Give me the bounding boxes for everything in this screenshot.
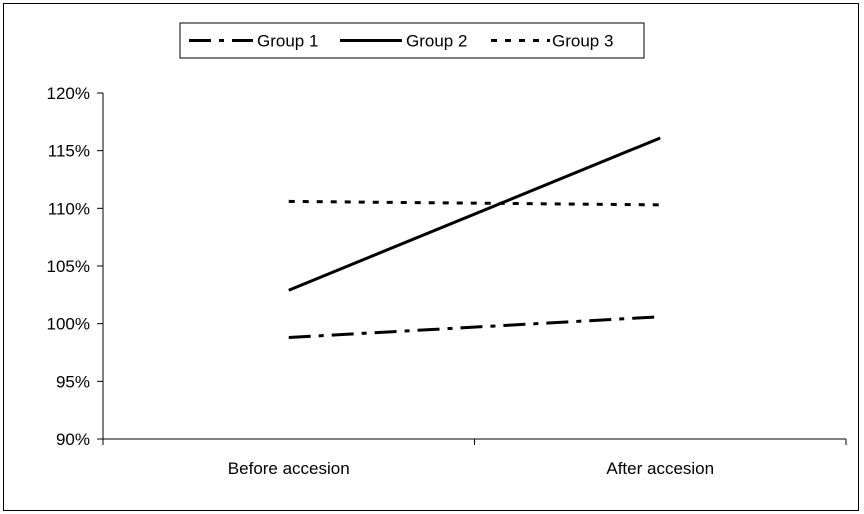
series-line-group-3	[288, 199, 661, 207]
legend-label-group-2: Group 2	[406, 32, 467, 51]
legend: Group 1 Group 2 Group 3	[179, 22, 645, 59]
y-tick-label: 115%	[48, 142, 90, 161]
y-tick-label: 120%	[47, 84, 90, 103]
series-lines	[288, 136, 661, 340]
y-tick-label: 95%	[56, 372, 90, 391]
chart-frame	[3, 3, 859, 511]
legend-box	[179, 22, 645, 59]
series-line-group-1	[288, 315, 661, 340]
series-line-group-2	[288, 136, 661, 292]
y-tick-label: 100%	[47, 315, 90, 334]
y-tick-label: 105%	[47, 257, 90, 276]
x-tick-label: After accesion	[606, 459, 714, 478]
legend-label-group-3: Group 3	[552, 32, 613, 51]
x-axis: Before accesion After accesion	[102, 438, 847, 478]
y-axis: 90% 95% 100% 105% 110% 115% 120%	[47, 84, 104, 449]
y-tick-label: 90%	[56, 430, 90, 449]
legend-label-group-1: Group 1	[257, 32, 318, 51]
y-tick-label: 110%	[48, 199, 90, 218]
x-tick-label: Before accesion	[228, 459, 350, 478]
